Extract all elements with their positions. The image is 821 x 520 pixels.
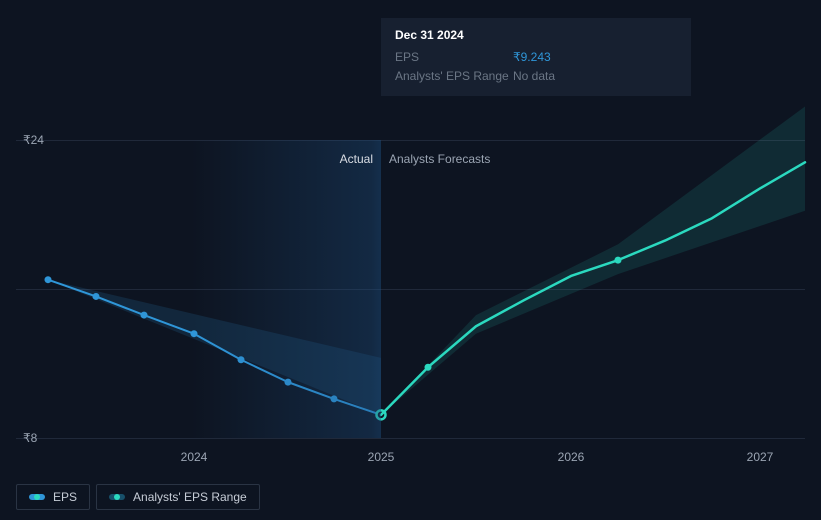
gridline [16, 140, 805, 141]
actual-marker [285, 379, 292, 386]
actual-marker [331, 395, 338, 402]
tooltip-label: EPS [395, 48, 513, 67]
actual-range-fill [48, 280, 381, 415]
chart-svg [16, 120, 805, 460]
tooltip-label: Analysts' EPS Range [395, 67, 513, 86]
actual-marker [93, 293, 100, 300]
legend-item-range[interactable]: Analysts' EPS Range [96, 484, 260, 510]
y-axis-label: ₹8 [23, 431, 37, 445]
legend-label: EPS [53, 490, 77, 504]
tooltip-row-eps: EPS ₹9.243 [395, 48, 677, 67]
zone-label-actual: Actual [340, 152, 381, 166]
legend-swatch-range-icon [109, 494, 125, 500]
legend: EPS Analysts' EPS Range [16, 484, 260, 510]
chart-tooltip: Dec 31 2024 EPS ₹9.243 Analysts' EPS Ran… [381, 18, 691, 96]
forecast-marker [425, 364, 432, 371]
actual-marker [238, 356, 245, 363]
forecast-marker [615, 257, 622, 264]
chart-area[interactable]: ₹24₹8ActualAnalysts Forecasts20242025202… [16, 120, 805, 460]
chart-container: Dec 31 2024 EPS ₹9.243 Analysts' EPS Ran… [0, 0, 821, 520]
tooltip-value: ₹9.243 [513, 48, 551, 67]
gridline [16, 438, 805, 439]
tooltip-date: Dec 31 2024 [395, 28, 677, 42]
x-axis-label: 2027 [747, 450, 774, 464]
y-axis-label: ₹24 [23, 133, 44, 147]
tooltip-value: No data [513, 67, 555, 86]
x-axis-label: 2024 [181, 450, 208, 464]
legend-item-eps[interactable]: EPS [16, 484, 90, 510]
actual-marker [191, 330, 198, 337]
x-axis-label: 2025 [368, 450, 395, 464]
legend-label: Analysts' EPS Range [133, 490, 247, 504]
x-axis-label: 2026 [558, 450, 585, 464]
zone-label-forecast: Analysts Forecasts [381, 152, 490, 166]
tooltip-row-range: Analysts' EPS Range No data [395, 67, 677, 86]
legend-swatch-eps-icon [29, 494, 45, 500]
gridline [16, 289, 805, 290]
actual-marker [45, 276, 52, 283]
actual-marker [141, 312, 148, 319]
